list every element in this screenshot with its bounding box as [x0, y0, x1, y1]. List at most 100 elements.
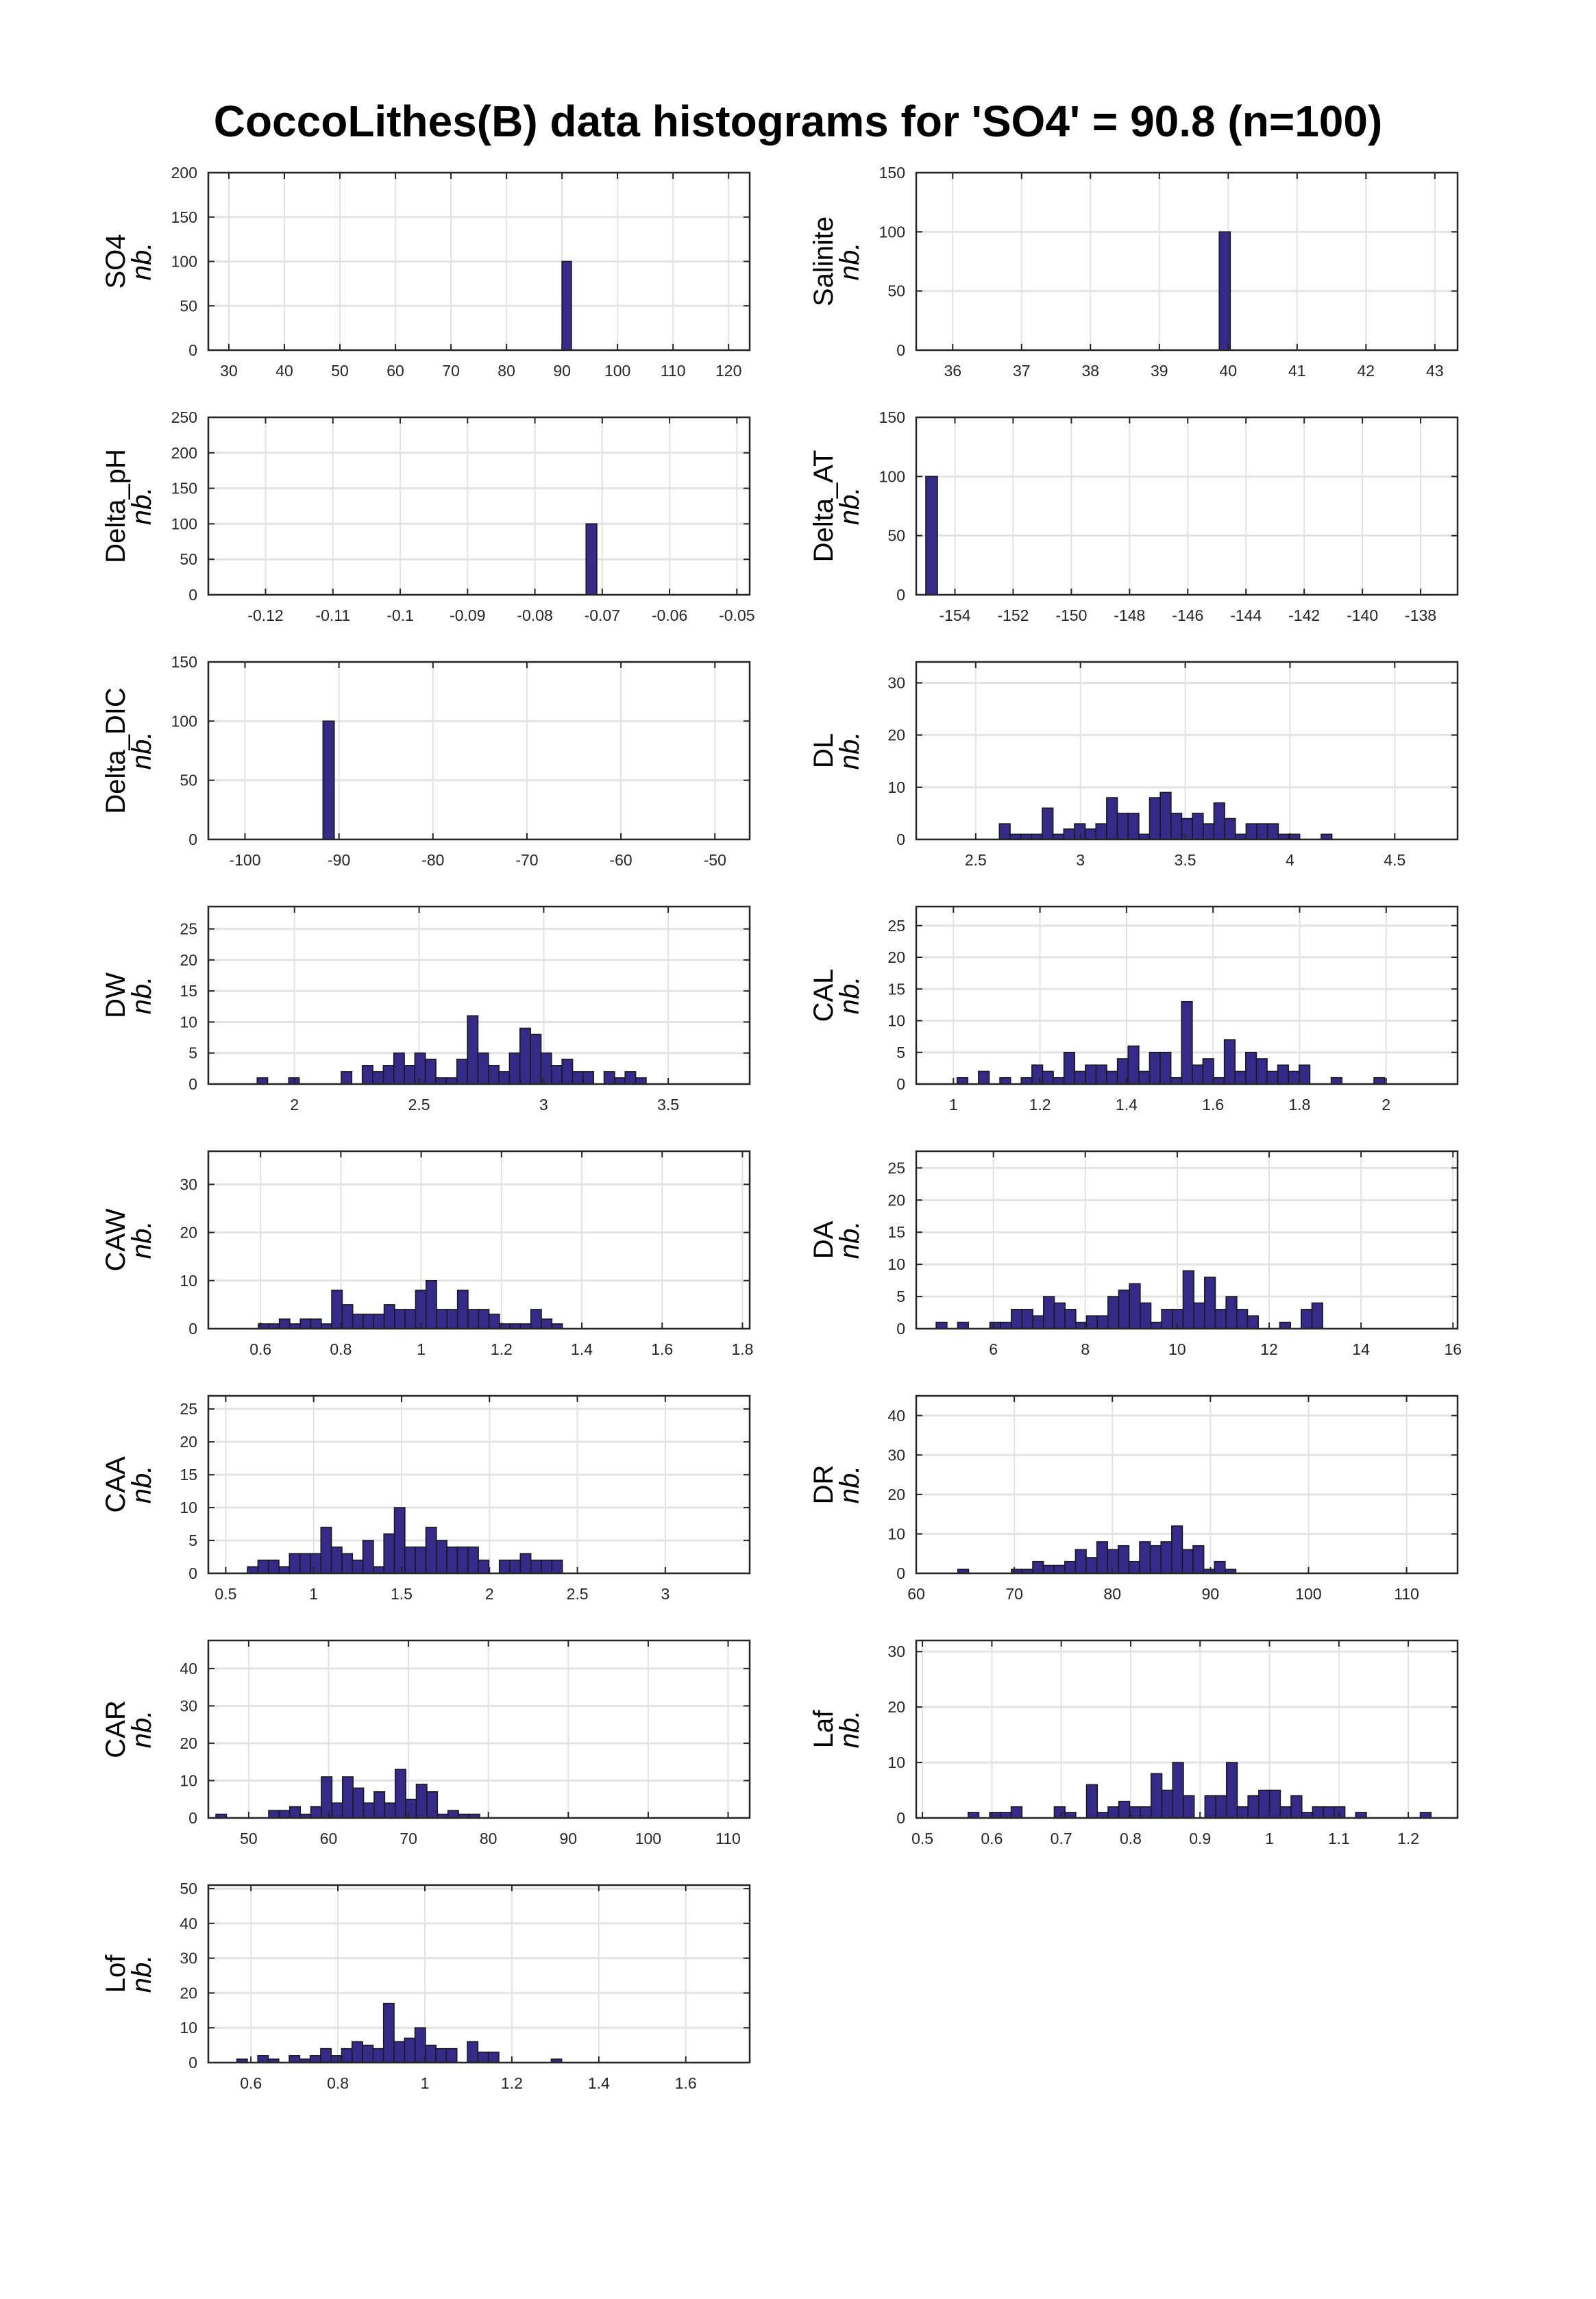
histogram-bar	[309, 2055, 321, 2063]
y-tick-label: 10	[887, 1525, 905, 1542]
histogram-bar	[519, 1553, 532, 1574]
histogram-bar	[1224, 817, 1236, 840]
histogram-bar	[1043, 1296, 1055, 1329]
y-axis-nb-label: nb.	[127, 243, 157, 281]
histogram-bar	[1181, 1000, 1193, 1085]
histogram-bar	[299, 1553, 311, 1574]
histogram-bar	[1074, 1070, 1086, 1085]
histogram-bar	[551, 1065, 563, 1085]
x-tick-label: -144	[1230, 606, 1262, 624]
axes-box	[207, 416, 751, 596]
histogram-bar	[1181, 1549, 1194, 1574]
histogram-bar	[1170, 1077, 1183, 1085]
histogram-bar	[415, 1546, 427, 1574]
histogram-bar	[467, 2041, 479, 2063]
y-tick-label: 150	[171, 653, 197, 671]
y-axis-variable-label: DA	[809, 1220, 839, 1259]
histogram-bar	[1236, 1806, 1249, 1819]
histogram-bar	[361, 1065, 373, 1085]
y-axis-variable-label: Delta_pH	[101, 449, 131, 563]
histogram-bar	[1193, 1302, 1205, 1329]
y-tick-label: 50	[887, 282, 905, 300]
y-tick-label: 5	[896, 1288, 905, 1305]
histogram-bar	[540, 1052, 552, 1085]
histogram-bar	[1042, 1564, 1055, 1574]
x-tick-label: 100	[1295, 1585, 1321, 1603]
x-tick-label: 90	[560, 1830, 578, 1847]
histogram-bar	[352, 1787, 365, 1819]
x-tick-label: -0.12	[247, 606, 283, 624]
x-tick-label: -148	[1114, 606, 1145, 624]
histogram-bar	[257, 2055, 269, 2063]
histogram-bar	[530, 1560, 542, 1574]
histogram-bar	[1085, 1557, 1098, 1574]
histogram-bar	[1323, 1806, 1335, 1819]
histogram-bar	[478, 1309, 490, 1329]
y-tick-label: 0	[188, 1075, 197, 1093]
x-tick-label: 0.8	[327, 2074, 349, 2092]
histogram-bar	[330, 2055, 343, 2063]
y-axis-nb-label: nb.	[127, 732, 157, 770]
histogram-bar	[603, 1071, 615, 1085]
histogram-bar	[1042, 1070, 1054, 1085]
histogram-bar	[447, 1810, 459, 1819]
y-axis-nb-label: nb.	[127, 1955, 157, 1993]
histogram-bar	[1149, 1545, 1162, 1574]
y-axis-variable-label: SO4	[101, 234, 131, 288]
histogram-bar	[1245, 823, 1257, 840]
histogram-bar	[404, 2037, 416, 2063]
histogram-bar	[1000, 1321, 1012, 1329]
histogram-bar	[1373, 1077, 1386, 1085]
histogram-bar	[509, 1560, 521, 1574]
y-axis-variable-label: CAR	[101, 1700, 131, 1758]
histogram-bar	[1053, 1564, 1066, 1574]
x-tick-label: 37	[1013, 362, 1031, 380]
x-tick-label: 80	[498, 362, 515, 380]
y-tick-label: 20	[887, 948, 905, 966]
x-tick-label: 100	[604, 362, 630, 380]
y-tick-label: 15	[887, 980, 905, 998]
histogram-bar	[341, 2048, 353, 2063]
axes-box	[207, 1639, 751, 1819]
histogram-bar	[257, 1560, 269, 1574]
y-tick-label: 0	[896, 831, 905, 848]
histogram-bar	[322, 720, 335, 840]
y-tick-label: 150	[171, 480, 197, 497]
y-tick-label: 40	[887, 1407, 905, 1425]
x-tick-label: 0.5	[911, 1830, 933, 1847]
y-axis-nb-label: nb.	[835, 1466, 865, 1504]
histogram-panel-delta_at: -154 -152 -150 -148 -146 -144 -142 -140 -138 0 50 1…	[809, 408, 1459, 624]
histogram-bar	[278, 1810, 291, 1819]
x-tick-label: -0.06	[652, 606, 687, 624]
histogram-bar	[1129, 1283, 1141, 1329]
histogram-bar	[572, 1071, 584, 1085]
histogram-bar	[1116, 813, 1129, 840]
x-tick-label: 0.8	[330, 1340, 352, 1358]
x-tick-label: 50	[240, 1830, 258, 1847]
y-axis-nb-label: nb.	[127, 1221, 157, 1259]
histogram-bar	[1236, 1309, 1249, 1329]
histogram-bar	[415, 1784, 428, 1819]
histogram-bar	[1096, 1541, 1109, 1574]
histogram-bar	[404, 1065, 416, 1085]
y-tick-label: 25	[180, 920, 197, 938]
y-tick-label: 50	[180, 550, 197, 568]
y-axis-nb-label: nb.	[127, 1466, 157, 1504]
histogram-bar	[393, 1052, 405, 1085]
y-tick-label: 200	[171, 444, 197, 462]
histogram-bar	[1128, 1560, 1140, 1574]
x-tick-label: 0.6	[249, 1340, 271, 1358]
axes-box	[207, 905, 751, 1085]
x-tick-label: 6	[989, 1340, 998, 1358]
histogram-bar	[561, 260, 572, 351]
x-tick-label: 3	[539, 1096, 548, 1114]
histogram-bar	[467, 1546, 479, 1574]
histogram-bar	[1053, 1806, 1066, 1819]
x-tick-label: 0.8	[1120, 1830, 1142, 1847]
histogram-bar	[1204, 1277, 1216, 1329]
x-tick-label: 30	[220, 362, 238, 380]
x-tick-label: -154	[939, 606, 970, 624]
y-tick-label: 0	[896, 1564, 905, 1582]
